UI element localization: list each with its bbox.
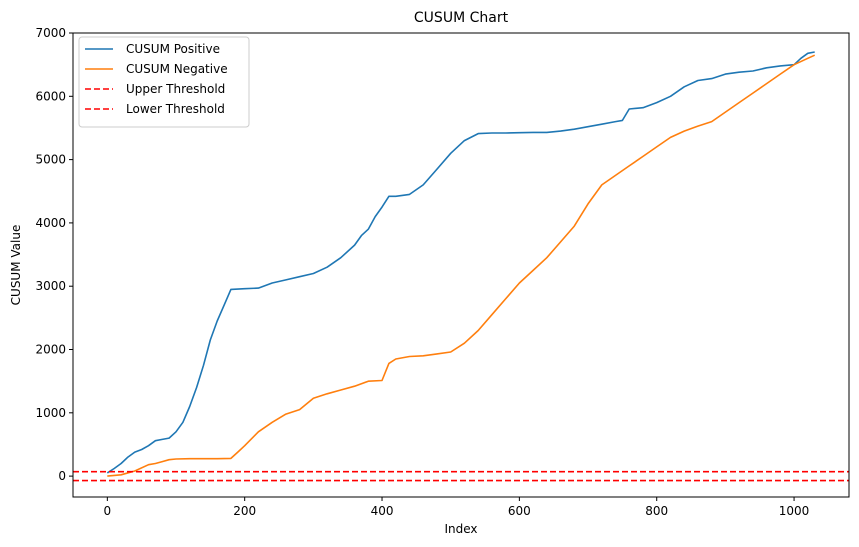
- legend-label: CUSUM Positive: [126, 42, 220, 56]
- y-axis-label: CUSUM Value: [9, 225, 23, 306]
- legend-label: CUSUM Negative: [126, 62, 228, 76]
- x-axis-label: Index: [444, 522, 477, 536]
- y-tick-label: 3000: [35, 279, 66, 293]
- x-axis: 0 200 400 600 800 1000: [104, 497, 810, 518]
- y-tick-label: 6000: [35, 89, 66, 103]
- y-tick-label: 0: [58, 469, 66, 483]
- y-tick-label: 5000: [35, 153, 66, 167]
- x-tick-label: 800: [645, 504, 668, 518]
- y-tick-label: 1000: [35, 406, 66, 420]
- legend-label: Upper Threshold: [126, 82, 225, 96]
- series-line-cusum-negative: [107, 54, 816, 477]
- y-axis: 0 1000 2000 3000 4000 5000 6000 7000: [35, 26, 73, 483]
- x-tick-label: 600: [508, 504, 531, 518]
- legend: CUSUM Positive CUSUM Negative Upper Thresh…: [78, 36, 250, 128]
- legend-box: [78, 36, 250, 128]
- x-tick-label: 1000: [779, 504, 810, 518]
- y-tick-label: 7000: [35, 26, 66, 40]
- x-tick-label: 0: [104, 504, 112, 518]
- x-tick-label: 200: [233, 504, 256, 518]
- y-tick-label: 4000: [35, 216, 66, 230]
- plot-frame: [72, 32, 850, 498]
- legend-label: Lower Threshold: [126, 102, 225, 116]
- x-tick-label: 400: [371, 504, 394, 518]
- plot-area: [73, 51, 849, 482]
- chart-title: CUSUM Chart: [414, 10, 509, 26]
- series-line-cusum-positive: [106, 51, 815, 474]
- y-tick-label: 2000: [35, 343, 66, 357]
